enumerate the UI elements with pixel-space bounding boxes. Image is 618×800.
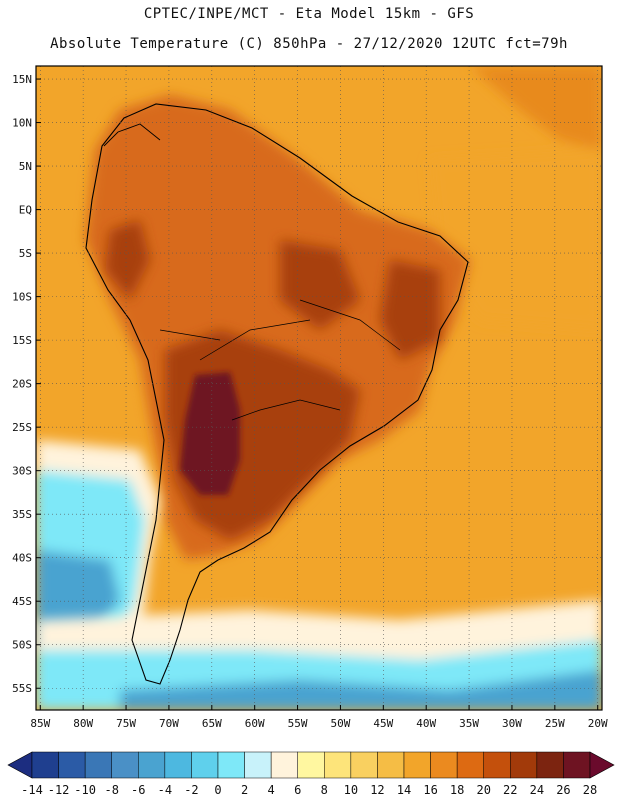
- graticule: [36, 66, 602, 710]
- colorbar-label: 16: [423, 783, 437, 797]
- colorbar-label: 20: [476, 783, 490, 797]
- colorbar-swatch: [430, 751, 458, 779]
- latitude-label: 40S: [12, 552, 32, 565]
- colorbar-label: 12: [370, 783, 384, 797]
- core-hot-region: [180, 372, 240, 495]
- colorbar-label: 24: [530, 783, 544, 797]
- temperature-field: [36, 66, 602, 710]
- latitude-label: 20S: [12, 378, 32, 391]
- latitude-label: 10N: [12, 117, 32, 130]
- longitude-label: 30W: [502, 717, 522, 730]
- colorbar-label: -10: [74, 783, 96, 797]
- colorbar-label: 8: [321, 783, 328, 797]
- colorbar-swatch: [244, 751, 272, 779]
- latitude-label: 50S: [12, 639, 32, 652]
- longitude-label: 20W: [588, 717, 608, 730]
- colorbar-label: -6: [131, 783, 145, 797]
- colorbar-swatch: [536, 751, 564, 779]
- colorbar: -14 -12 -10 -8 -6 -4 -2 0 2 4 6 8 10 12 14 16 18 20 22 24 26…: [7, 751, 615, 797]
- latitude-label: 15N: [12, 73, 32, 86]
- colorbar-under-arrow: [7, 751, 33, 779]
- warm-region-northeast: [470, 66, 602, 150]
- colorbar-swatch: [191, 751, 219, 779]
- colorbar-label: -12: [48, 783, 70, 797]
- country-borders: [159, 299, 401, 421]
- latitude-label: 45S: [12, 595, 32, 608]
- hot-region-amazon: [280, 240, 360, 330]
- colorbar-label: 26: [556, 783, 570, 797]
- colorbar-swatch: [510, 751, 538, 779]
- colorbar-swatch: [456, 751, 484, 779]
- south-america-coastline: [85, 103, 469, 685]
- latitude-label: 10S: [12, 291, 32, 304]
- longitude-axis: 85W 80W 75W 70W 65W 60W 55W 50W 45W 40W 35W 30W 25W 2…: [30, 705, 608, 730]
- colorbar-label: 28: [583, 783, 597, 797]
- colorbar-swatch: [377, 751, 405, 779]
- colorbar-label: -8: [104, 783, 118, 797]
- colorbar-swatch: [324, 751, 352, 779]
- colorbar-swatch: [31, 751, 59, 779]
- colorbar-swatch: [563, 751, 591, 779]
- map-subtitle: Absolute Temperature (C) 850hPa - 27/12/…: [50, 36, 568, 52]
- latitude-label: 55S: [12, 682, 32, 695]
- colorbar-swatch: [138, 751, 166, 779]
- colorbar-label: -14: [21, 783, 43, 797]
- longitude-label: 25W: [545, 717, 565, 730]
- longitude-label: 65W: [202, 717, 222, 730]
- colorbar-swatch: [111, 751, 139, 779]
- colorbar-over-arrow: [589, 751, 615, 779]
- latitude-label: 25S: [12, 421, 32, 434]
- map-title: CPTEC/INPE/MCT - Eta Model 15km - GFS: [143, 6, 475, 22]
- colorbar-label: 6: [294, 783, 301, 797]
- latitude-label: 5N: [19, 160, 32, 173]
- colorbar-label: 22: [503, 783, 517, 797]
- colorbar-swatch: [217, 751, 245, 779]
- coldest-region-south: [120, 670, 602, 710]
- longitude-label: 60W: [245, 717, 265, 730]
- colorbar-label: 2: [241, 783, 248, 797]
- colorbar-label: 4: [268, 783, 275, 797]
- longitude-label: 75W: [116, 717, 136, 730]
- central-america-coastline: [103, 123, 161, 147]
- colorbar-swatch: [403, 751, 431, 779]
- colorbar-label: -4: [158, 783, 172, 797]
- latitude-label: EQ: [19, 204, 32, 217]
- longitude-label: 45W: [373, 717, 393, 730]
- colorbar-label: 14: [397, 783, 411, 797]
- colorbar-swatch: [58, 751, 86, 779]
- colorbar-label: 10: [344, 783, 358, 797]
- colorbar-label: 18: [450, 783, 464, 797]
- longitude-label: 50W: [331, 717, 351, 730]
- latitude-label: 5S: [19, 247, 32, 260]
- longitude-label: 85W: [30, 717, 50, 730]
- latitude-axis: 15N 10N 5N EQ 5S 10S 15S 20S 25S 30S 35S 40S 45S 50S 5…: [12, 73, 41, 695]
- longitude-label: 70W: [159, 717, 179, 730]
- latitude-label: 30S: [12, 465, 32, 478]
- mild-region-atlantic: [430, 150, 602, 330]
- colorbar-label: -2: [184, 783, 198, 797]
- colorbar-swatch: [350, 751, 378, 779]
- longitude-label: 80W: [73, 717, 93, 730]
- colorbar-swatch: [270, 751, 298, 779]
- latitude-label: 35S: [12, 508, 32, 521]
- colorbar-swatch: [483, 751, 511, 779]
- map-frame: [35, 65, 603, 711]
- colorbar-label: 0: [214, 783, 221, 797]
- hot-region-andes-north: [105, 220, 150, 300]
- longitude-label: 35W: [459, 717, 479, 730]
- hot-region-northeast-brazil: [380, 260, 440, 360]
- colorbar-swatch: [84, 751, 112, 779]
- colorbar-swatch: [164, 751, 192, 779]
- longitude-label: 40W: [416, 717, 436, 730]
- latitude-label: 15S: [12, 334, 32, 347]
- longitude-label: 55W: [288, 717, 308, 730]
- colorbar-swatch: [297, 751, 325, 779]
